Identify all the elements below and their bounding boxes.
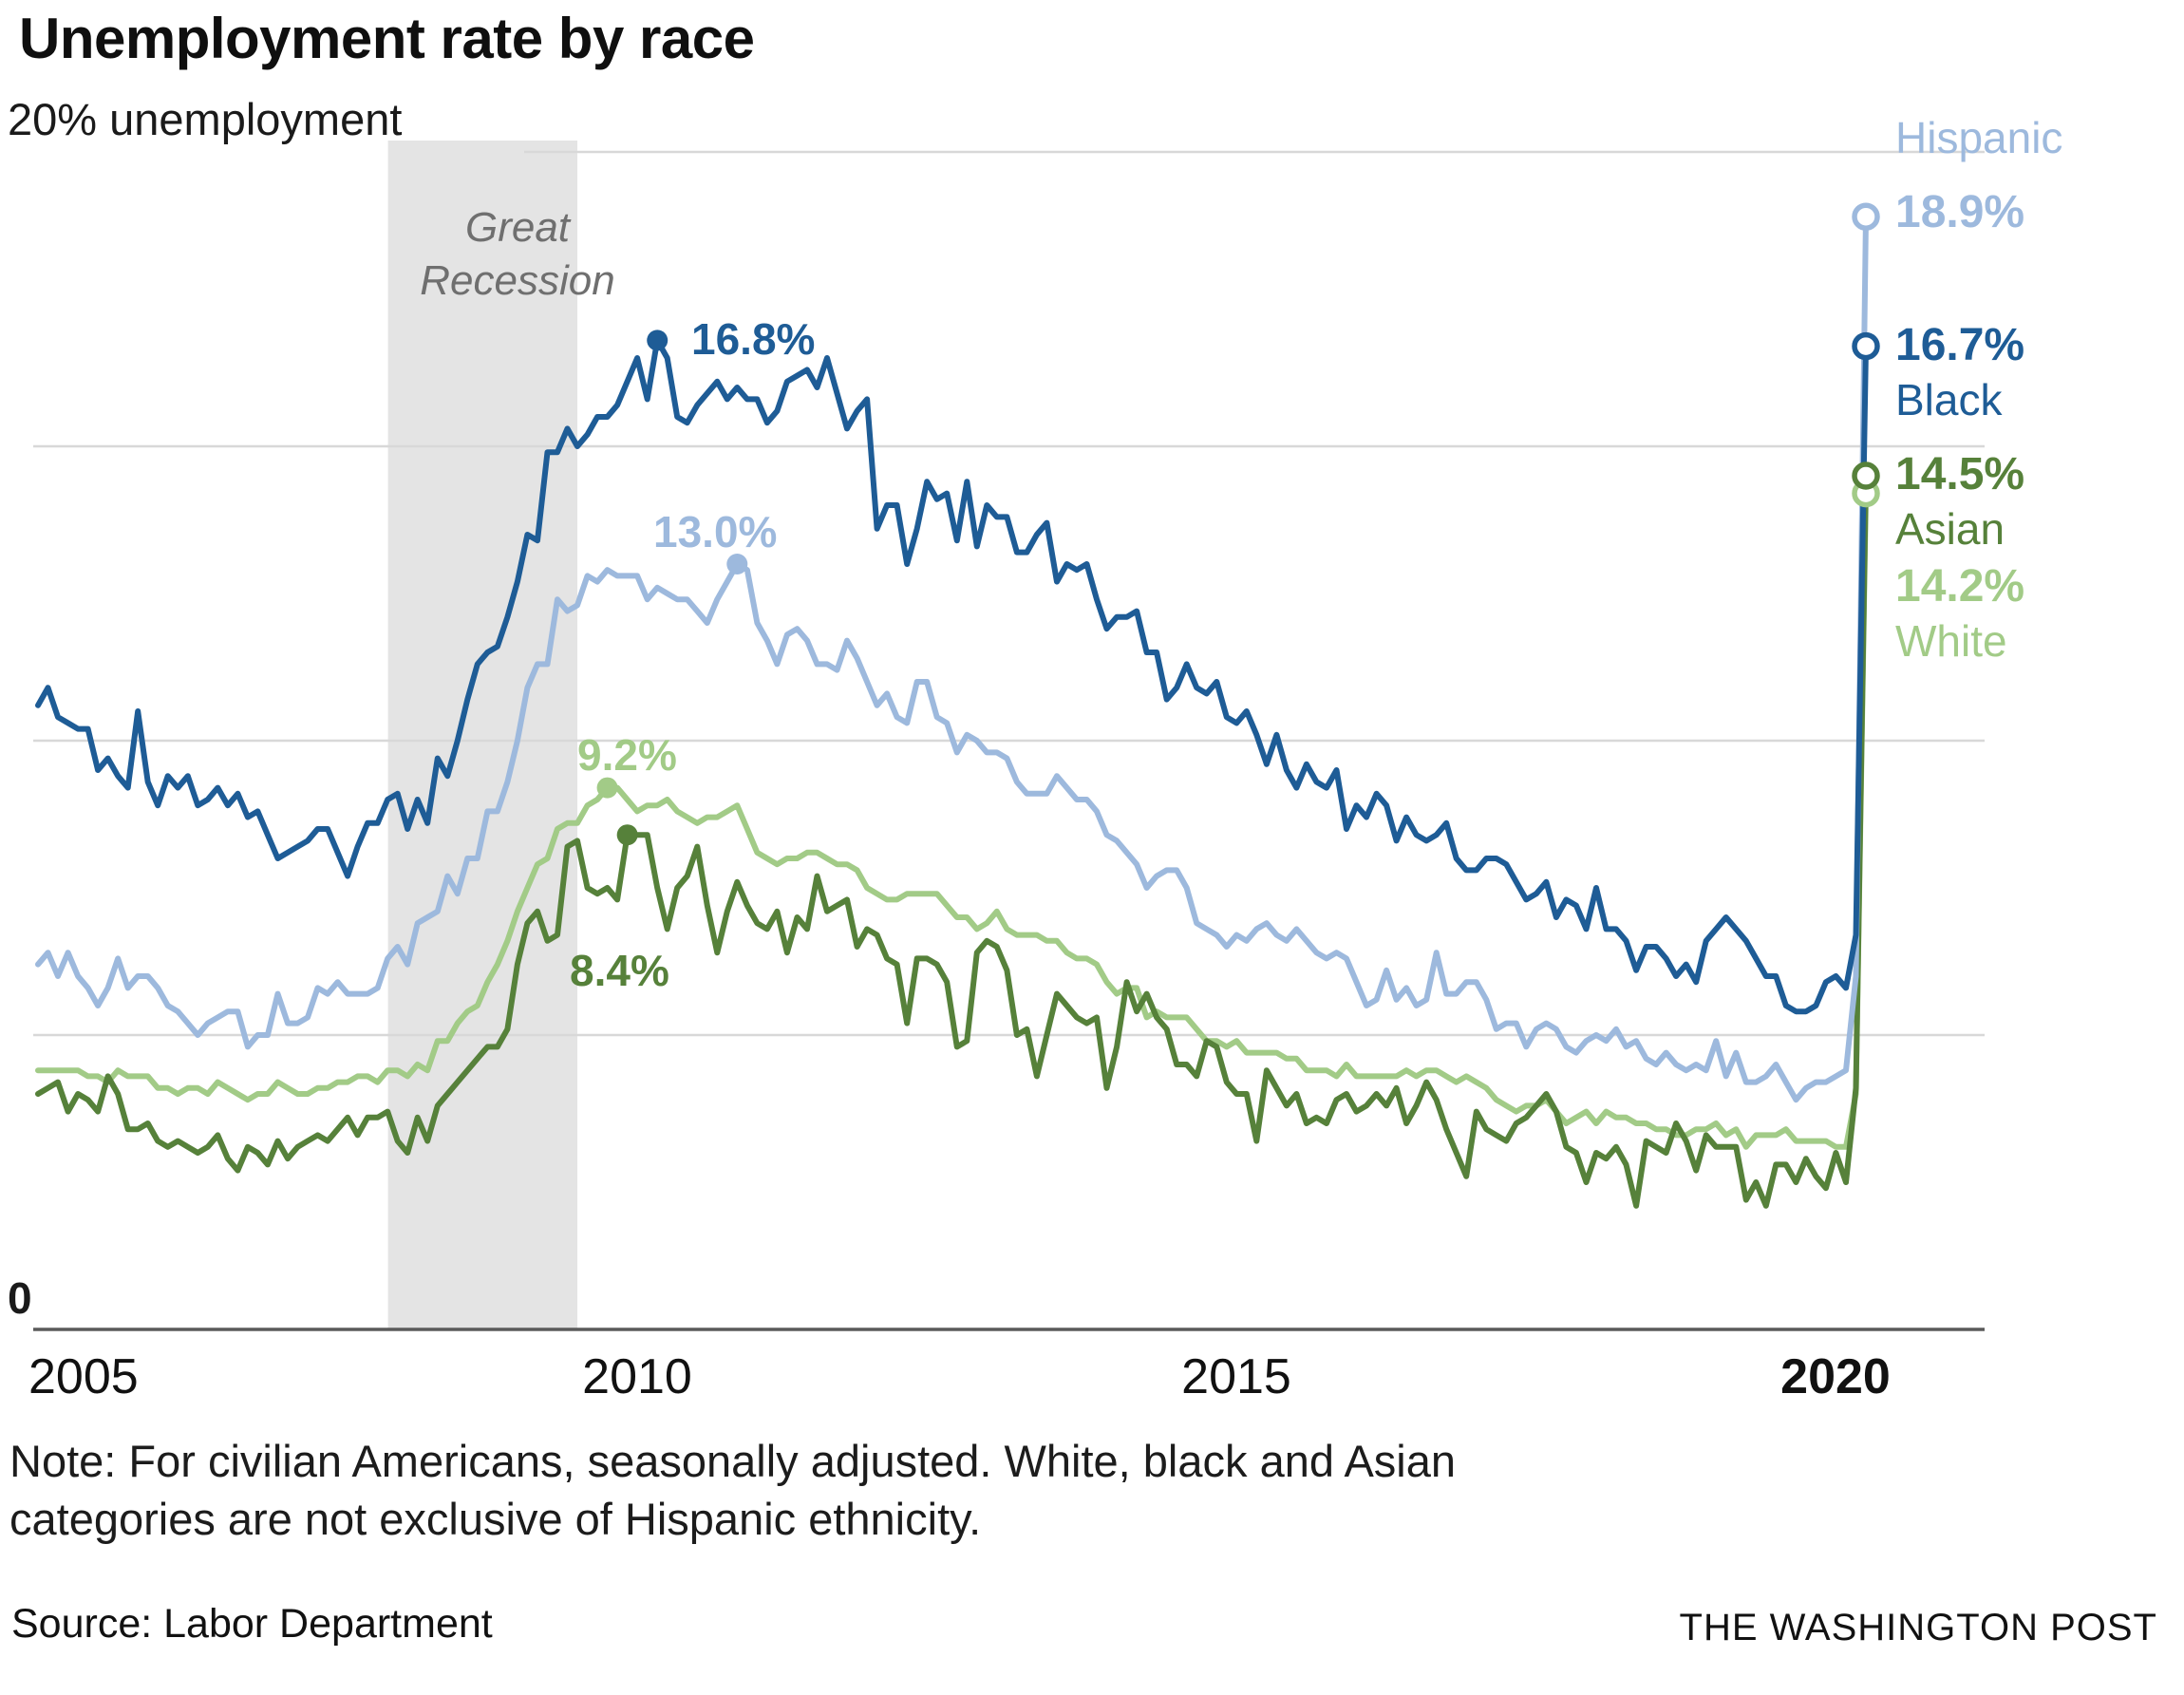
recession-annotation-line1: Great xyxy=(464,204,571,251)
end-label-white-name: White xyxy=(1895,616,2007,666)
asian-peak-label: 8.4% xyxy=(570,946,669,995)
chart-title: Unemployment rate by race xyxy=(19,7,755,70)
end-label-white-value: 14.2% xyxy=(1895,561,2025,612)
end-label-asian-name: Asian xyxy=(1895,504,2005,554)
y-axis-top-label: 20% unemployment xyxy=(8,94,403,144)
hispanic-peak-label: 13.0% xyxy=(653,507,778,556)
publisher-credit: THE WASHINGTON POST xyxy=(1679,1607,2157,1648)
recession-annotation-line2: Recession xyxy=(420,257,615,305)
end-label-asian-value: 14.5% xyxy=(1895,449,2025,499)
end-label-hispanic-name: Hispanic xyxy=(1895,113,2063,162)
x-tick-2005: 2005 xyxy=(28,1349,139,1404)
x-tick-2010: 2010 xyxy=(582,1349,692,1404)
x-tick-2020: 2020 xyxy=(1780,1349,1891,1404)
white-peak-label: 9.2% xyxy=(577,730,677,780)
end-label-black-value: 16.7% xyxy=(1895,320,2025,370)
footnote: Note: For civilian Americans, seasonally… xyxy=(9,1432,1456,1548)
source-credit: Source: Labor Department xyxy=(11,1601,493,1647)
x-tick-2015: 2015 xyxy=(1181,1349,1291,1404)
recession-annotation: Great Recession xyxy=(420,201,614,309)
footnote-line1: Note: For civilian Americans, seasonally… xyxy=(9,1436,1457,1486)
black-peak-label: 16.8% xyxy=(691,314,816,364)
end-label-black-name: Black xyxy=(1895,375,2003,424)
y-axis-zero-label: 0 xyxy=(8,1273,32,1323)
footnote-line2: categories are not exclusive of Hispanic… xyxy=(9,1494,982,1545)
end-label-hispanic-value: 18.9% xyxy=(1895,187,2025,237)
